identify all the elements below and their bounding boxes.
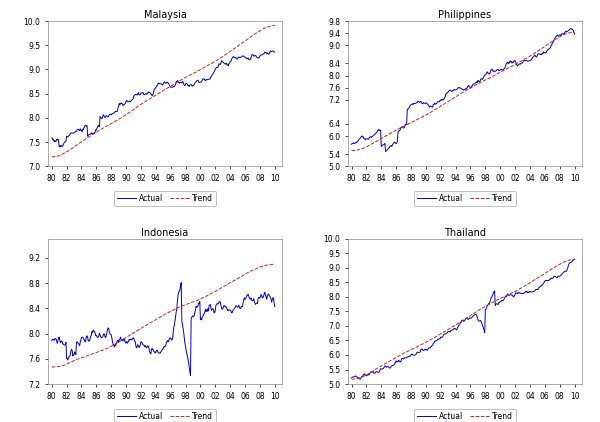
Actual (354, 375, 361, 380)
Title: Malaysia: Malaysia (143, 10, 187, 20)
Actual (488, 295, 495, 300)
Trend (175, 305, 182, 310)
Trend (348, 148, 355, 153)
Trend (188, 300, 195, 305)
Trend (244, 270, 251, 275)
Actual (483, 306, 490, 311)
Trend (544, 42, 551, 47)
Actual (183, 81, 190, 86)
Actual (476, 79, 483, 84)
Actual (571, 257, 578, 262)
Line: Actual: Actual (52, 283, 275, 376)
Actual (488, 67, 495, 72)
Actual (271, 49, 278, 54)
Actual (348, 142, 355, 147)
Trend (55, 364, 62, 369)
Title: Philippines: Philippines (439, 10, 491, 20)
Actual (567, 26, 574, 31)
Line: Trend: Trend (52, 25, 275, 157)
Actual (269, 48, 277, 53)
Actual (245, 294, 253, 299)
Actual (544, 47, 551, 52)
Line: Trend: Trend (352, 260, 575, 379)
Actual (189, 314, 196, 319)
Actual (178, 280, 185, 285)
Trend (389, 129, 397, 134)
Actual (175, 289, 182, 295)
Trend (348, 377, 355, 382)
Line: Trend: Trend (352, 32, 575, 151)
Trend (475, 308, 482, 313)
Actual (356, 377, 364, 382)
Actual (245, 55, 252, 60)
Actual (55, 137, 62, 142)
Trend (89, 351, 97, 356)
Trend (544, 269, 551, 274)
Actual (187, 373, 194, 378)
Trend (475, 81, 482, 86)
Trend (55, 154, 62, 159)
Actual (348, 375, 355, 380)
Line: Actual: Actual (52, 51, 275, 147)
Trend (48, 365, 55, 370)
Actual (183, 351, 190, 356)
Actual (271, 304, 278, 309)
Trend (182, 302, 190, 307)
Actual (57, 144, 64, 149)
Line: Actual: Actual (352, 259, 575, 379)
Trend (182, 75, 190, 80)
Actual (382, 149, 389, 154)
Trend (89, 132, 97, 137)
Actual (89, 327, 97, 333)
Trend (271, 23, 278, 28)
Trend (354, 147, 361, 152)
Actual (55, 338, 62, 343)
Legend: Actual, Trend: Actual, Trend (414, 191, 516, 206)
Trend (571, 30, 578, 35)
Actual (390, 362, 397, 368)
Title: Indonesia: Indonesia (142, 228, 189, 238)
Actual (90, 130, 97, 135)
Trend (482, 77, 490, 82)
Trend (389, 357, 397, 362)
Actual (483, 70, 490, 76)
Trend (354, 376, 361, 381)
Actual (354, 139, 361, 144)
Legend: Actual, Trend: Actual, Trend (114, 191, 216, 206)
Trend (571, 257, 578, 262)
Trend (48, 154, 55, 160)
Actual (571, 32, 578, 37)
Trend (271, 262, 278, 267)
Trend (487, 300, 494, 306)
Trend (482, 303, 490, 308)
Line: Trend: Trend (52, 264, 275, 367)
Actual (188, 83, 196, 88)
Title: Thailand: Thailand (444, 228, 486, 238)
Trend (244, 37, 251, 42)
Line: Actual: Actual (352, 29, 575, 151)
Actual (48, 135, 55, 141)
Actual (390, 141, 397, 146)
Actual (544, 278, 551, 283)
Actual (48, 338, 55, 343)
Legend: Actual, Trend: Actual, Trend (114, 408, 216, 422)
Trend (188, 72, 195, 77)
Actual (176, 81, 183, 86)
Trend (487, 75, 494, 80)
Trend (175, 79, 182, 84)
Legend: Actual, Trend: Actual, Trend (414, 408, 516, 422)
Actual (476, 318, 483, 323)
